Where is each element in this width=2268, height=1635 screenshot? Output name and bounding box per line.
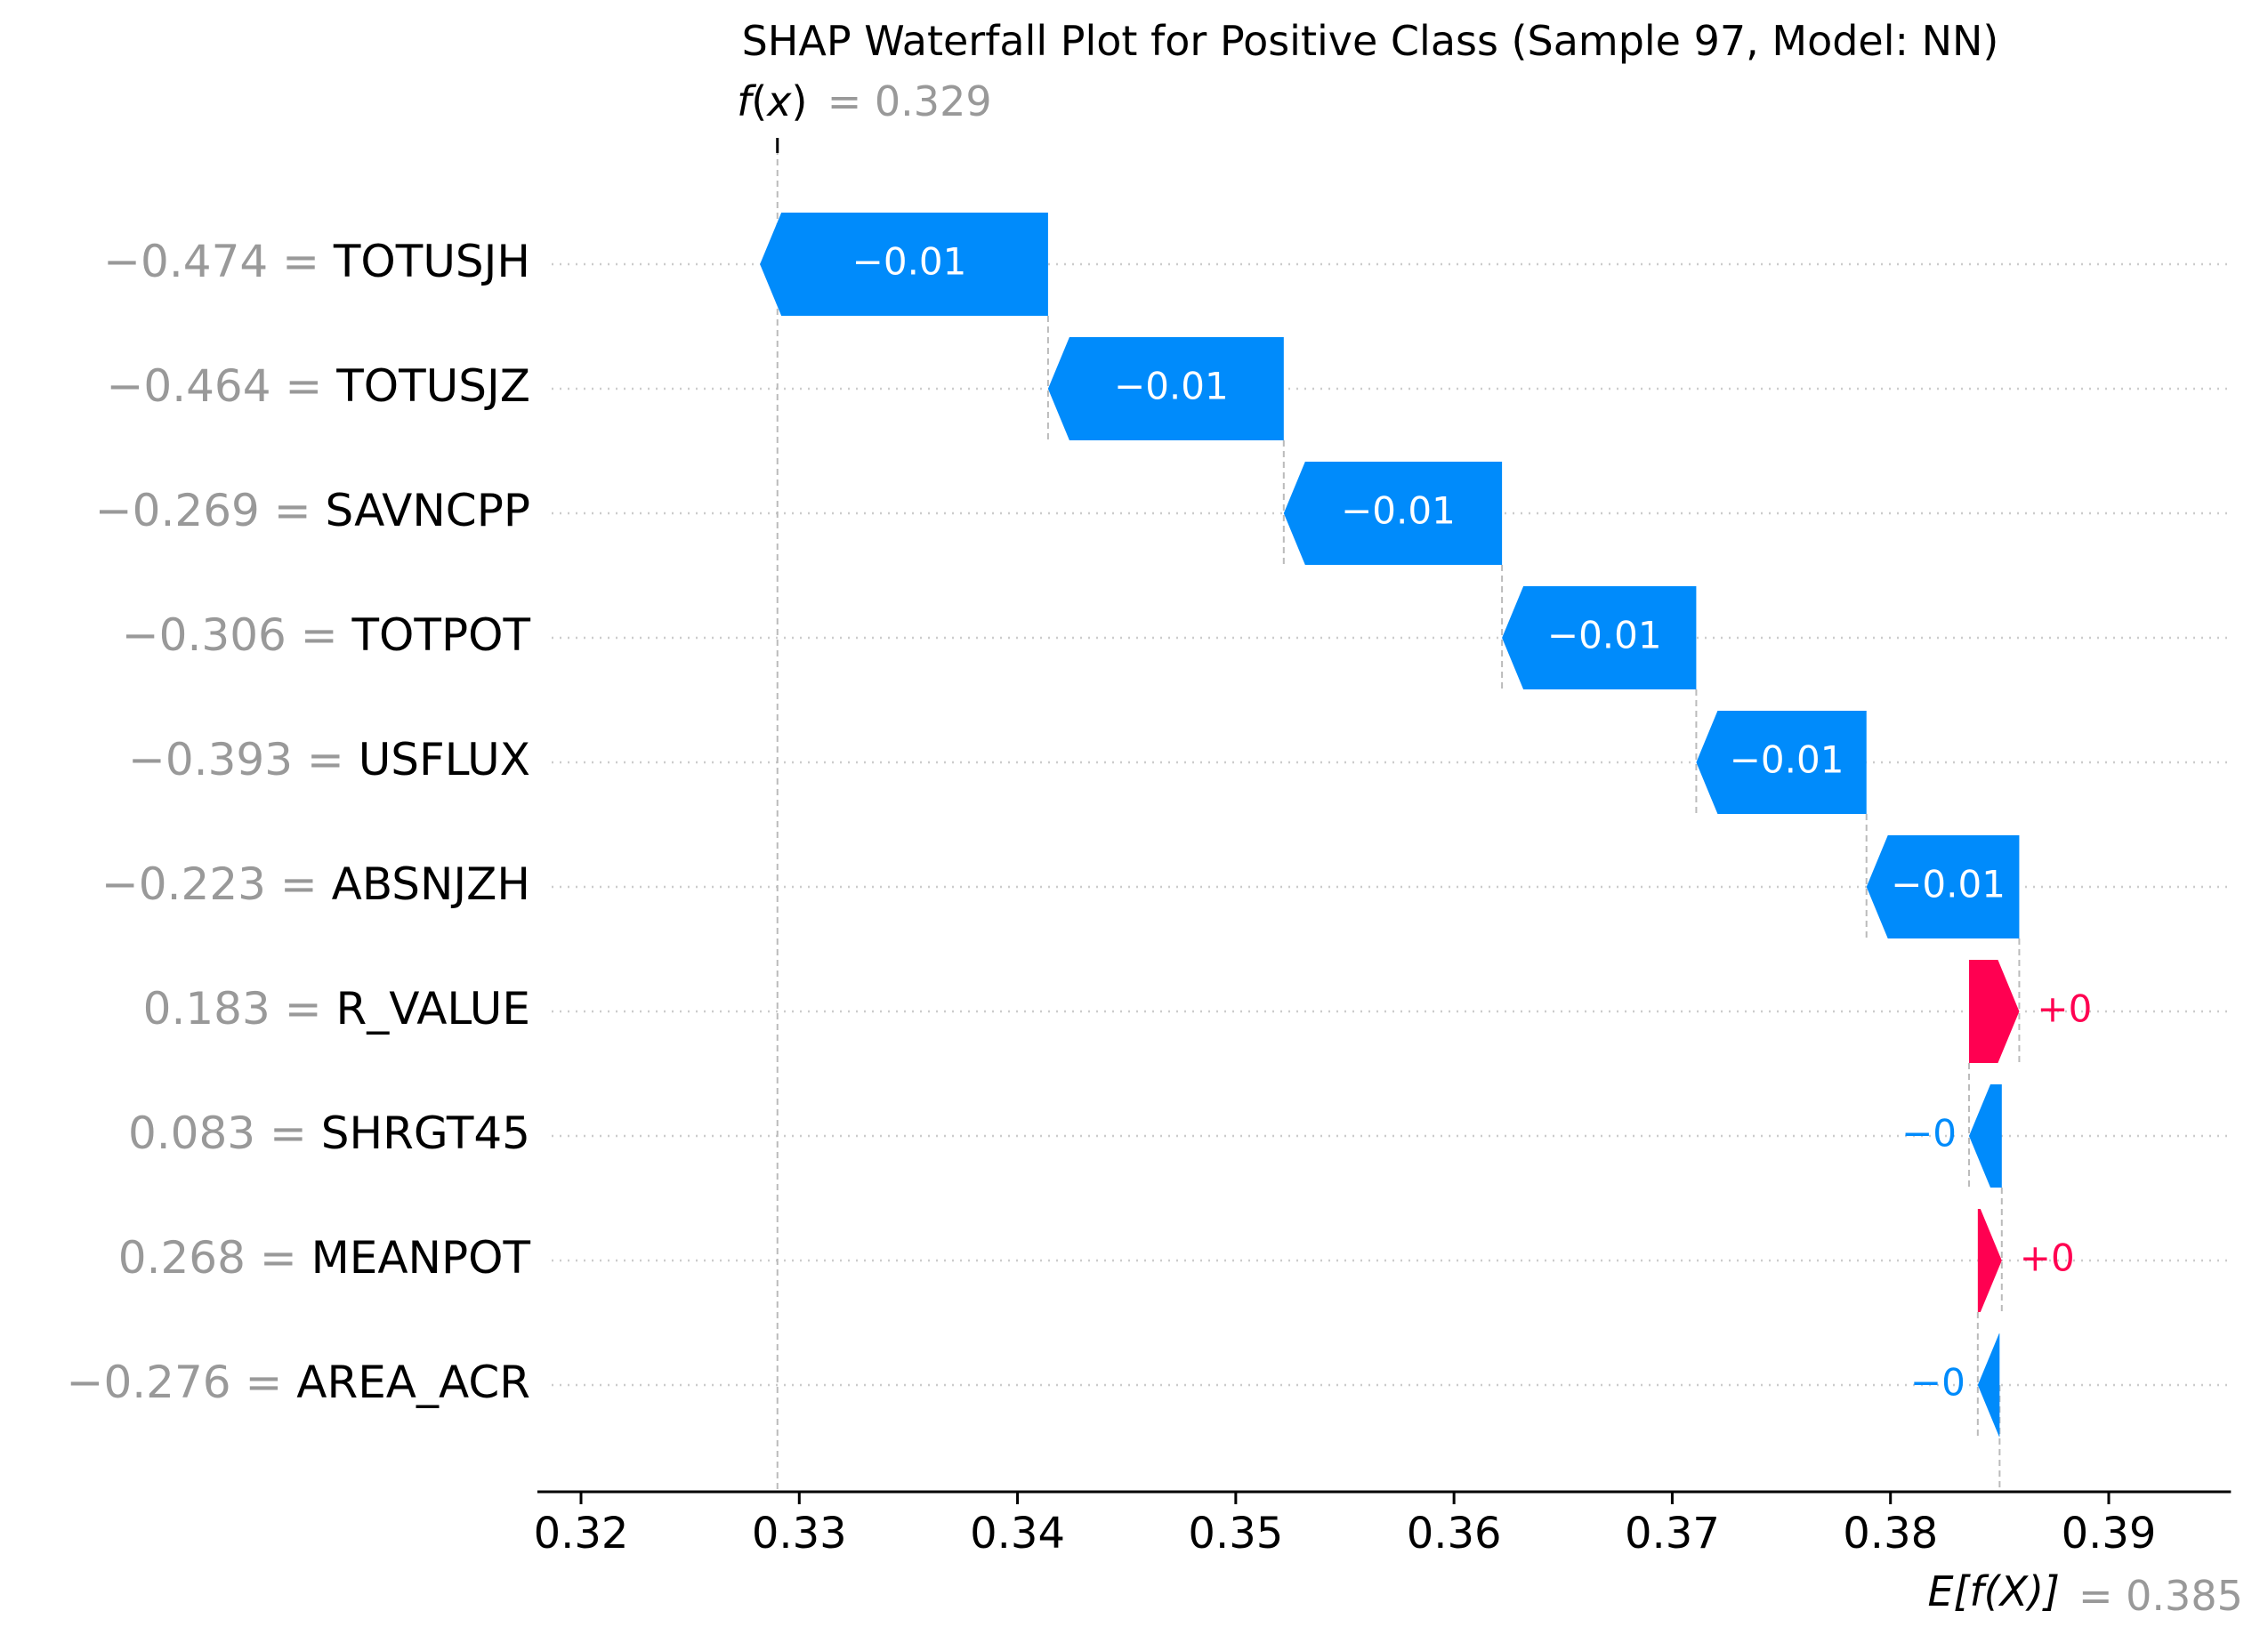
feature-name: TOTUSJZ [335,360,530,412]
waterfall-bar [1977,1333,2000,1437]
feature-name: TOTPOT [351,609,531,661]
x-tick-label: 0.39 [2062,1509,2157,1558]
fx-label: f(x) [737,77,807,125]
feature-value: −0.474 = [103,236,334,287]
feature-name: USFLUX [359,734,530,785]
feature-name: SHRGT45 [321,1107,530,1159]
waterfall-bar [1502,586,1697,689]
feature-value: 0.083 = [128,1107,321,1159]
feature-name: TOTUSJH [333,236,530,287]
feature-name: SAVNCPP [326,485,531,536]
bar-value-label: −0 [1910,1361,1965,1405]
feature-label: −0.306 = TOTPOT [122,609,531,661]
feature-value: −0.276 = [67,1357,297,1408]
feature-value: −0.464 = [107,360,337,412]
feature-value: −0.306 = [122,609,352,661]
waterfall-bar [1283,462,1503,565]
waterfall-bar [1969,960,2020,1063]
x-tick-label: 0.36 [1407,1509,1502,1558]
ex-label: E[f(X)] [1927,1567,2060,1615]
feature-name: R_VALUE [335,983,530,1035]
x-tick-label: 0.38 [1843,1509,1938,1558]
feature-label: −0.269 = SAVNCPP [95,485,530,536]
x-tick-label: 0.32 [534,1509,629,1558]
waterfall-bar [1977,1209,2002,1312]
bar-value-label: +0 [2037,987,2092,1031]
feature-label: 0.183 = R_VALUE [143,983,530,1035]
bar-value-label: −0.01 [852,240,967,284]
feature-label: −0.464 = TOTUSJZ [107,360,531,412]
feature-value: −0.393 = [128,734,359,785]
bar-value-label: −0 [1901,1112,1957,1156]
bar-value-label: +0 [2020,1236,2075,1280]
ex-value: = 0.385 [2078,1572,2243,1620]
fx-value: = 0.329 [827,77,992,125]
feature-value: 0.183 = [143,983,336,1035]
waterfall-bar [1696,711,1867,814]
feature-label: −0.474 = TOTUSJH [103,236,530,287]
feature-value: 0.268 = [118,1232,311,1284]
feature-label: 0.268 = MEANPOT [118,1232,531,1284]
feature-name: ABSNJZH [332,858,530,910]
waterfall-bar [1866,835,2020,938]
feature-label: −0.393 = USFLUX [128,734,530,785]
waterfall-bar [1047,337,1284,440]
bar-value-label: −0.01 [1114,365,1229,408]
bar-value-label: −0.01 [1730,738,1844,782]
x-tick-label: 0.35 [1188,1509,1283,1558]
feature-value: −0.223 = [101,858,332,910]
x-tick-label: 0.33 [752,1509,847,1558]
feature-name: AREA_ACR [296,1357,530,1408]
x-tick-label: 0.37 [1625,1509,1720,1558]
feature-label: 0.083 = SHRGT45 [128,1107,530,1159]
feature-label: −0.276 = AREA_ACR [67,1357,530,1408]
bar-value-label: −0.01 [1547,614,1662,657]
feature-name: MEANPOT [311,1232,531,1284]
feature-value: −0.269 = [95,485,326,536]
bar-value-label: −0.01 [1891,863,2006,906]
chart-title: SHAP Waterfall Plot for Positive Class (… [742,17,1999,65]
feature-label: −0.223 = ABSNJZH [101,858,530,910]
waterfall-bar [760,213,1048,316]
bar-value-label: −0.01 [1341,489,1456,533]
waterfall-bar [1969,1084,2002,1188]
x-tick-label: 0.34 [970,1509,1065,1558]
